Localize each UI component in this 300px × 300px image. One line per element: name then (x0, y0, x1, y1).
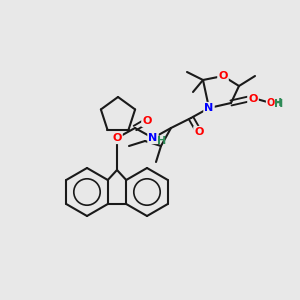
Text: O: O (218, 71, 228, 81)
Text: H: H (274, 99, 284, 109)
Text: O: O (142, 116, 152, 126)
Text: N: N (148, 133, 158, 143)
Text: O: O (267, 98, 275, 108)
Text: O: O (194, 127, 204, 137)
Text: H: H (273, 98, 283, 108)
Text: H: H (158, 136, 166, 146)
Text: O: O (112, 133, 122, 143)
Text: N: N (204, 103, 214, 113)
Text: O: O (248, 94, 258, 104)
